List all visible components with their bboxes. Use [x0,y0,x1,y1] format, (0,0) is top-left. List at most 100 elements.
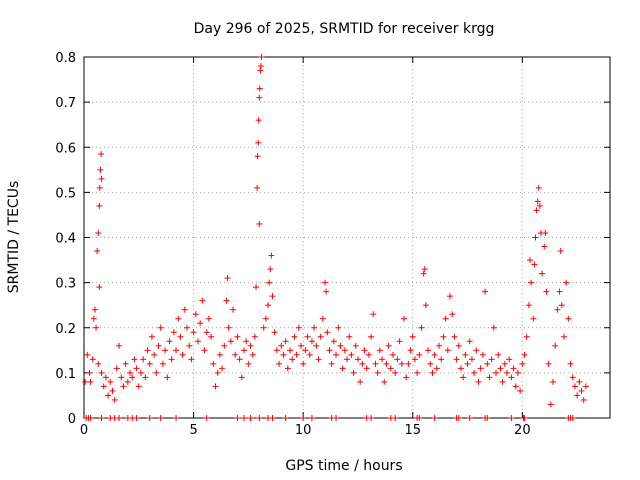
data-point-zero [508,415,515,421]
data-point [155,342,162,349]
data-point [411,356,418,363]
data-point [490,324,497,331]
data-point [535,184,542,191]
data-point [315,356,322,363]
data-point [365,351,372,358]
data-point [501,360,508,367]
x-tick-label: 15 [404,423,421,438]
data-point [527,257,534,264]
data-point [300,360,307,367]
data-point [563,279,570,286]
data-point [552,342,559,349]
data-point [216,351,223,358]
data-point-zero [116,415,123,421]
y-tick-label: 0.1 [55,367,76,382]
data-point [256,220,263,227]
data-point [328,360,335,367]
data-point [306,351,313,358]
data-point [471,369,478,376]
data-point-zero [333,415,340,421]
data-point [536,202,543,209]
data-point [514,369,521,376]
data-point [455,342,462,349]
data-point [313,342,320,349]
data-point [330,338,337,345]
data-point [140,356,147,363]
data-point [534,198,541,205]
data-point [422,302,429,309]
data-point [341,347,348,354]
data-point [111,396,118,403]
data-point [554,306,561,313]
data-point [256,85,263,92]
data-point [257,63,264,70]
data-point [98,369,105,376]
data-point [122,360,129,367]
data-point [363,365,370,372]
data-point [542,229,549,236]
data-point [464,360,471,367]
data-point-zero [300,415,307,421]
data-point [199,297,206,304]
data-point [262,315,269,322]
data-point [227,338,234,345]
data-point [181,306,188,313]
data-point [392,369,399,376]
data-point [175,315,182,322]
data-point [197,320,204,327]
data-point [107,378,114,385]
data-point-zero [98,415,105,421]
data-point [488,356,495,363]
data-point [273,347,280,354]
data-point-zero [282,415,289,421]
data-point [247,342,254,349]
y-tick-label: 0.7 [55,96,76,111]
data-point [495,351,502,358]
data-point [323,288,330,295]
data-point [385,342,392,349]
data-point [291,333,298,340]
data-point [479,351,486,358]
data-point [462,351,469,358]
data-point [265,302,272,309]
data-point [269,293,276,300]
data-point [508,374,515,381]
data-point [267,266,274,273]
data-point [118,374,125,381]
data-point [113,365,120,372]
data-point [497,365,504,372]
data-point [221,342,228,349]
data-point [533,207,540,214]
data-point [116,342,123,349]
y-tick-label: 0.8 [55,51,76,66]
data-point [475,378,482,385]
data-point [400,315,407,322]
data-point [97,166,104,173]
x-tick-label: 5 [189,423,197,438]
data-point [543,288,550,295]
data-point [276,360,283,367]
data-point [255,139,262,146]
data-point [255,117,262,124]
data-point [383,360,390,367]
y-tick-label: 0.6 [55,141,76,156]
data-point [545,360,552,367]
data-point [403,374,410,381]
data-point [230,306,237,313]
data-point-zero [484,415,491,421]
data-point-zero [431,415,438,421]
data-point [135,383,142,390]
data-point [166,338,173,345]
data-point [493,369,500,376]
data-point [137,369,144,376]
data-point [578,387,585,394]
data-point [532,234,539,241]
data-point [144,347,151,354]
data-point [376,347,383,354]
data-point [344,356,350,363]
data-point [188,356,195,363]
data-point [414,369,421,376]
data-points [82,54,589,421]
data-point [243,338,250,345]
data-point [550,378,557,385]
